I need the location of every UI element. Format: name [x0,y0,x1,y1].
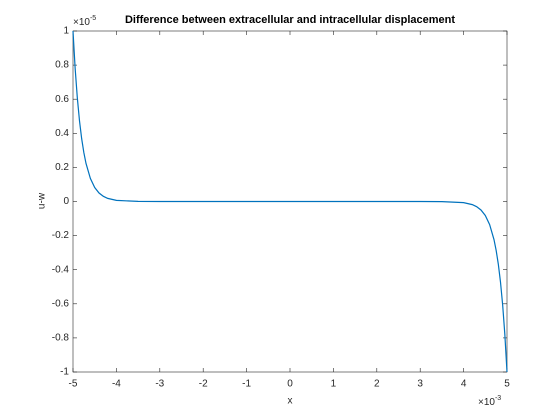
y-tick-label: -0.8 [52,333,70,344]
y-tick-label: 1 [63,26,69,37]
y-tick-label: 0 [63,196,69,207]
x-multiplier: ×10-3 [478,395,501,408]
x-tick-label: -2 [199,379,208,390]
y-tick-label: -1 [60,367,69,378]
x-tick-label: -3 [155,379,164,390]
x-tick-label: -4 [112,379,121,390]
x-tick-label: 0 [287,379,293,390]
y-tick-label: -0.2 [52,230,70,241]
x-tick-label: 5 [504,379,510,390]
x-axis-label: x [288,396,293,407]
x-tick-label: 2 [374,379,380,390]
line-series [72,30,508,373]
chart-title: Difference between extracellular and int… [125,14,455,26]
y-tick-label: -0.4 [52,264,70,275]
x-tick-label: 1 [331,379,337,390]
y-tick-label: 0.4 [55,128,69,139]
x-multiplier-base: ×10 [478,397,495,408]
y-multiplier: ×10-5 [73,15,96,28]
y-tick-label: 0.2 [55,162,69,173]
y-tick-label: -0.6 [52,298,70,309]
y-multiplier-exponent: -5 [90,15,96,22]
y-tick-label: 0.8 [55,60,69,71]
y-multiplier-base: ×10 [73,17,90,28]
x-tick-label: -1 [242,379,251,390]
x-tick-label: 3 [417,379,423,390]
x-multiplier-exponent: -3 [495,395,501,402]
y-axis-label: u-w [37,192,48,209]
y-tick-label: 0.6 [55,94,69,105]
x-tick-label: 4 [461,379,467,390]
x-tick-label: -5 [69,379,78,390]
